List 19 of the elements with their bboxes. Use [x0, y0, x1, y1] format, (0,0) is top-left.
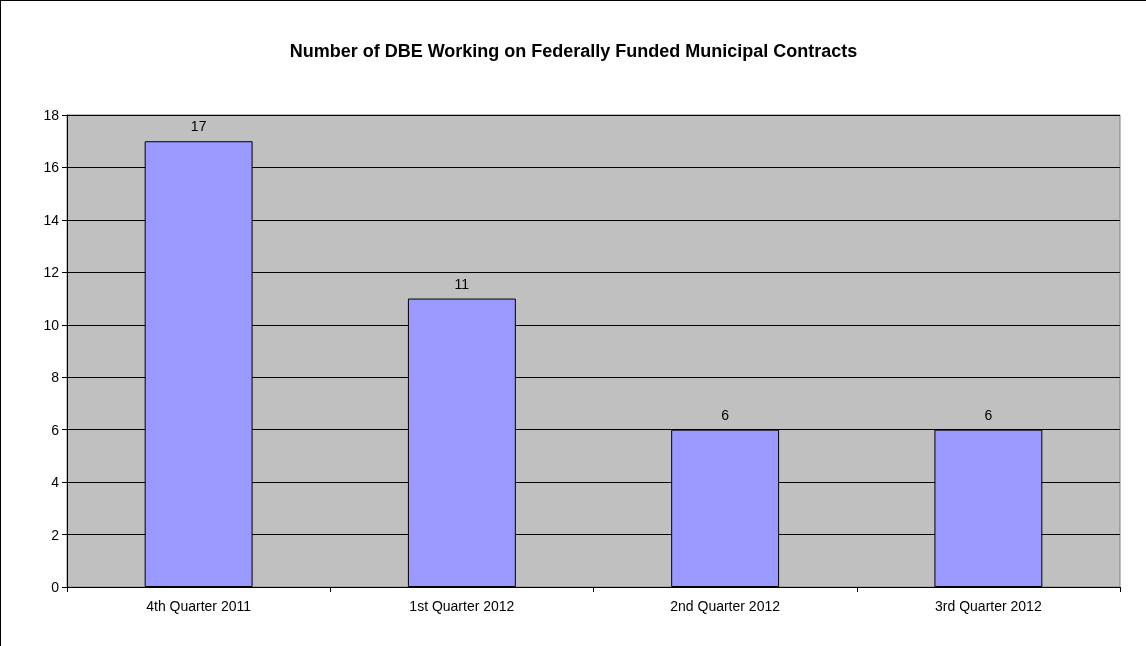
y-tick-label: 6 — [51, 421, 60, 438]
x-tick-label: 2nd Quarter 2012 — [670, 598, 781, 614]
y-tick-label: 16 — [43, 159, 60, 176]
y-tick-label: 18 — [43, 107, 60, 123]
x-tick-label: 4th Quarter 2011 — [146, 598, 252, 614]
y-tick-label: 8 — [51, 369, 60, 386]
data-label: 17 — [190, 118, 207, 135]
y-tick-label: 4 — [51, 474, 60, 491]
data-label: 6 — [984, 406, 993, 423]
y-tick-label: 2 — [51, 526, 60, 543]
data-label: 6 — [721, 406, 730, 423]
x-tick-label: 1st Quarter 2012 — [409, 598, 515, 614]
chart-title: Number of DBE Working on Federally Funded Municipal Contracts — [289, 41, 858, 61]
data-label: 11 — [454, 275, 470, 292]
x-tick-label: 3rd Quarter 2012 — [935, 598, 1042, 614]
y-tick-label: 10 — [43, 316, 60, 333]
y-tick-label: 14 — [43, 211, 60, 228]
y-tick-label: 12 — [43, 264, 60, 281]
y-tick-label: 0 — [51, 579, 60, 595]
